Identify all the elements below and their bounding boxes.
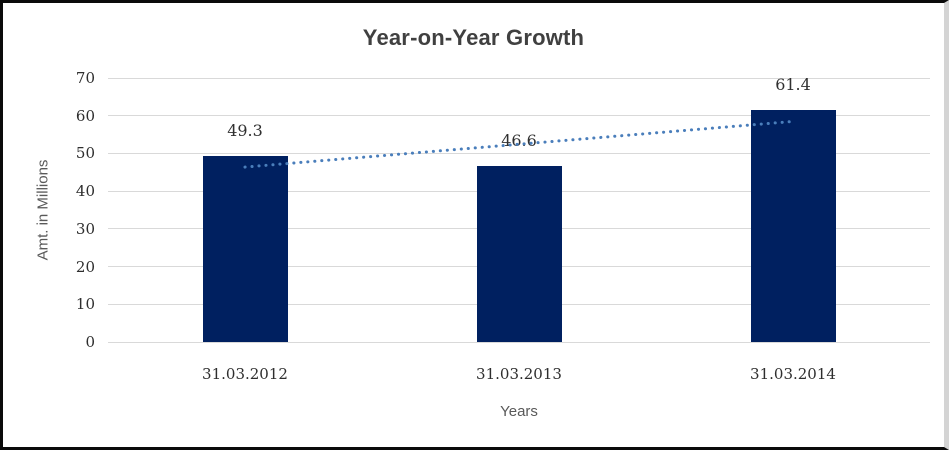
gridline <box>108 77 930 79</box>
x-tick-label: 31.03.2013 <box>476 365 562 383</box>
plot-area: 49.3 46.6 61.4 <box>108 75 930 343</box>
y-axis-title: Amt. in Millions <box>34 159 52 261</box>
y-tick-label: 20 <box>75 257 95 276</box>
bar-value-label: 46.6 <box>501 131 537 151</box>
y-tick-label: 50 <box>75 144 95 163</box>
y-tick-label: 70 <box>75 69 95 87</box>
gridline <box>108 341 930 343</box>
y-tick-label: 10 <box>75 295 95 314</box>
bar-value-label: 61.4 <box>775 75 811 95</box>
gridline <box>108 115 930 117</box>
y-tick-label: 0 <box>85 333 95 351</box>
bar-value-label: 49.3 <box>227 121 263 141</box>
y-tick-label: 60 <box>75 106 95 125</box>
bar-31.03.2012 <box>202 156 288 342</box>
y-tick-label: 40 <box>75 182 95 201</box>
x-axis-title: Years <box>500 403 538 420</box>
chart-title: Year-on-Year Growth <box>362 25 585 50</box>
x-tick-label: 31.03.2012 <box>202 365 288 383</box>
bar-31.03.2013 <box>476 166 562 342</box>
x-tick-label: 31.03.2014 <box>750 365 836 383</box>
bar-31.03.2014 <box>750 110 836 342</box>
y-tick-label: 30 <box>75 219 95 238</box>
